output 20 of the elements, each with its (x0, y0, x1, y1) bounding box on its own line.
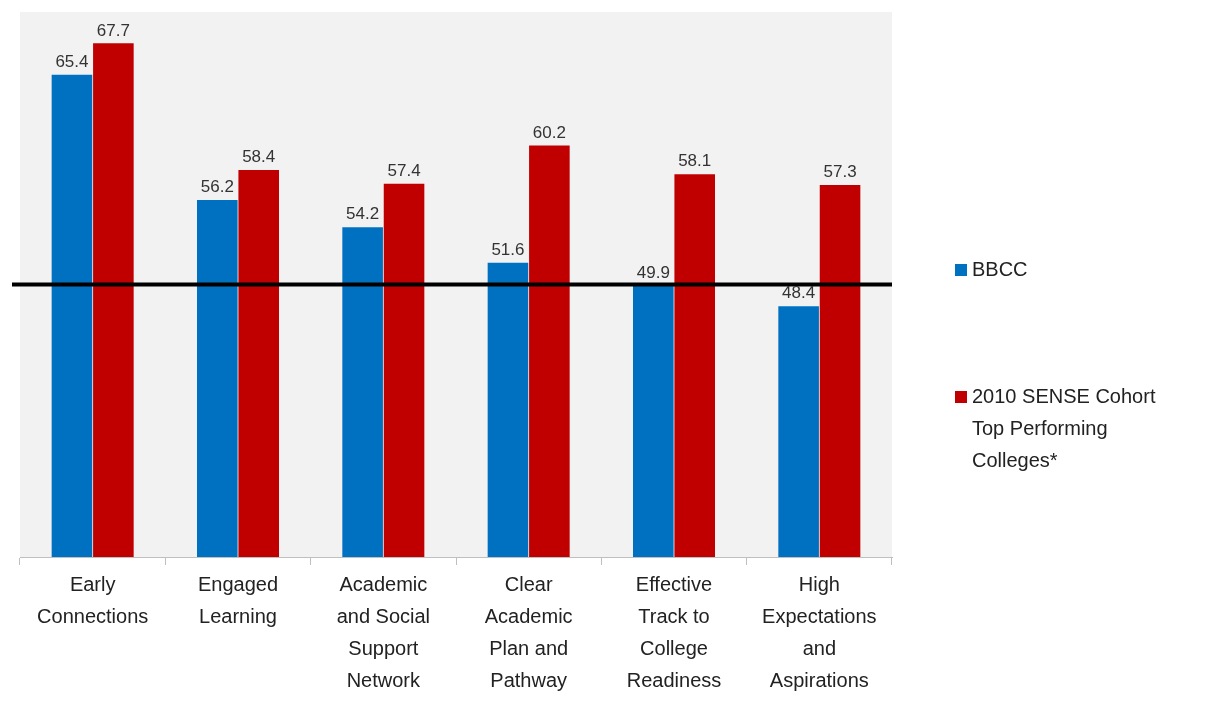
data-label: 57.4 (387, 160, 421, 180)
legend-label: 2010 SENSE Cohort Top Performing Colleges* (972, 384, 1157, 473)
x-tick-label: Academic and Social Support Network (336, 572, 431, 691)
data-label: 51.6 (491, 239, 525, 259)
x-tick-label: Engaged Learning (197, 572, 279, 627)
data-label: 48.4 (782, 283, 816, 303)
data-label: 57.3 (823, 162, 857, 182)
data-label: 58.1 (678, 151, 712, 171)
x-tick-label: Clear Academic Plan and Pathway (484, 572, 573, 691)
x-tick-label: Effective Track to College Readiness (626, 572, 722, 691)
data-label: 49.9 (636, 263, 670, 283)
data-label: 58.4 (242, 147, 276, 167)
data-label: 65.4 (55, 51, 89, 71)
x-tick-label: Early Connections (37, 572, 149, 627)
data-label: 54.2 (346, 204, 380, 224)
legend-label: BBCC (972, 257, 1028, 282)
data-label: 56.2 (200, 177, 234, 197)
x-tick-label: High Expectations and Aspirations (762, 572, 877, 691)
data-label: 60.2 (532, 122, 566, 142)
data-label: 67.7 (96, 20, 130, 40)
